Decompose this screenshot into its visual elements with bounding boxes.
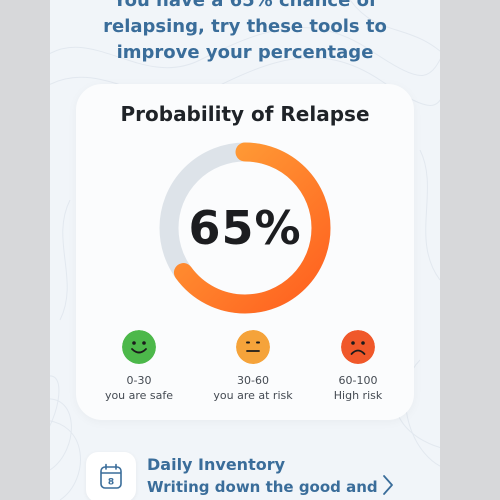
risk-label: you are at risk [213,389,293,402]
app-screen: You have a 65% chance of relapsing, try … [50,0,440,500]
headline-line-1: You have a 65% chance of [113,0,377,11]
relapse-gauge [159,142,331,314]
risk-range: 60-100 [338,374,378,387]
risk-level-high: 60-100 High risk [298,330,418,403]
relapse-probability-card: Probability of Relapse 65% 0-30 you are … [76,84,414,420]
risk-level-at-risk: 30-60 you are at risk [193,330,313,403]
headline-line-2: relapsing, try these tools to [103,16,387,37]
risk-label: High risk [333,389,383,402]
calendar-day-number: 8 [108,478,114,488]
relapse-headline: You have a 65% chance of relapsing, try … [50,0,440,66]
tool-description: Writing down the good and [147,478,378,496]
chevron-right-icon[interactable] [381,473,395,497]
tool-title: Daily Inventory [147,455,286,474]
risk-level-safe: 0-30 you are safe [79,330,199,403]
gauge-progress [159,142,331,314]
tool-daily-inventory[interactable]: 8 Daily Inventory Writing down the good … [86,450,406,500]
card-title: Probability of Relapse [120,102,370,126]
smile-icon [122,330,156,364]
daily-inventory-icon-tile: 8 [86,452,136,500]
calendar-icon: 8 [100,463,122,489]
risk-range: 0-30 [126,374,152,387]
risk-range: 30-60 [237,374,269,387]
neutral-face-icon [236,330,270,364]
frown-icon [341,330,375,364]
relapse-percentage: 65% [188,201,302,255]
risk-label: you are safe [104,389,174,402]
headline-line-3: improve your percentage [116,42,374,63]
